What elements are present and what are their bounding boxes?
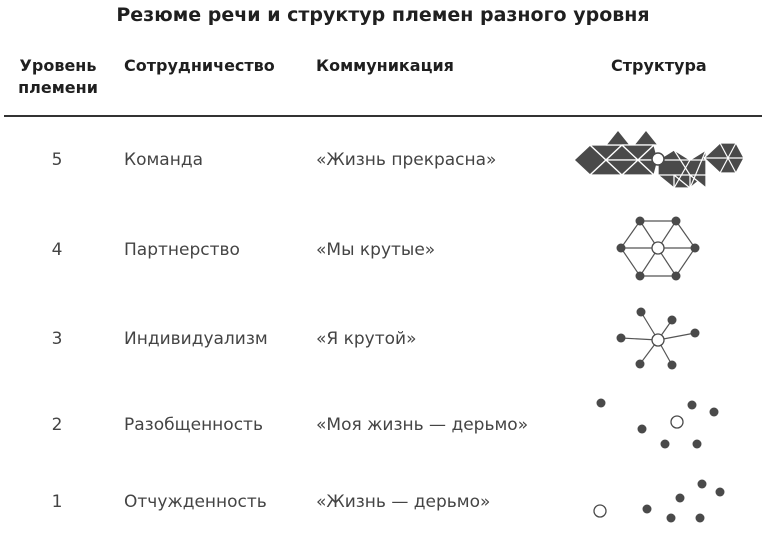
table-row: 4 Партнерство «Мы крутые» bbox=[0, 238, 766, 278]
row-level: 4 bbox=[51, 240, 63, 260]
row-communication: «Моя жизнь — дерьмо» bbox=[316, 415, 529, 435]
isolated-dots-icon bbox=[593, 479, 725, 523]
header-communication: Коммуникация bbox=[316, 56, 454, 75]
header-structure: Структура bbox=[611, 56, 707, 75]
row-cooperation: Отчужденность bbox=[124, 492, 267, 512]
row-cooperation: Партнерство bbox=[124, 240, 240, 260]
row-communication: «Жизнь — дерьмо» bbox=[316, 492, 491, 512]
header-level: Уровень племени bbox=[14, 55, 102, 99]
row-communication: «Жизнь прекрасна» bbox=[316, 150, 497, 170]
row-cooperation: Индивидуализм bbox=[124, 329, 268, 349]
row-cooperation: Разобщенность bbox=[124, 415, 263, 435]
hexagon-network-icon bbox=[616, 216, 700, 281]
triangle-mesh-icon bbox=[573, 129, 745, 189]
header-cooperation: Сотрудничество bbox=[124, 56, 275, 75]
page-title: Резюме речи и структур племен разного ур… bbox=[116, 4, 650, 26]
row-level: 2 bbox=[51, 415, 63, 435]
star-network-icon bbox=[616, 307, 700, 370]
row-level: 1 bbox=[51, 492, 63, 512]
table-row: 1 Отчужденность «Жизнь — дерьмо» bbox=[0, 490, 766, 530]
row-communication: «Я крутой» bbox=[316, 329, 417, 349]
header-level-line1: Уровень bbox=[19, 56, 97, 75]
row-cooperation: Команда bbox=[124, 150, 203, 170]
header-divider bbox=[4, 115, 762, 117]
scattered-dots-icon bbox=[596, 398, 719, 449]
row-level: 5 bbox=[51, 150, 63, 170]
row-communication: «Мы крутые» bbox=[316, 240, 436, 260]
table-row: 2 Разобщенность «Моя жизнь — дерьмо» bbox=[0, 413, 766, 453]
table-row: 5 Команда «Жизнь прекрасна» bbox=[0, 148, 766, 188]
header-level-line2: племени bbox=[18, 78, 98, 97]
table-row: 3 Индивидуализм «Я крутой» bbox=[0, 327, 766, 367]
row-level: 3 bbox=[51, 329, 63, 349]
